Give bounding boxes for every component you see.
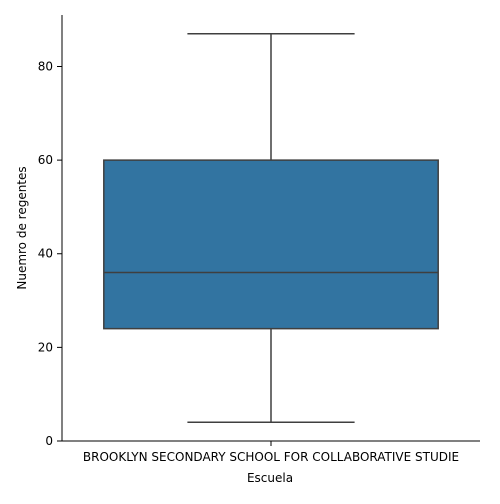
y-tick-label: 80 xyxy=(38,59,53,73)
y-tick-label: 60 xyxy=(38,153,53,167)
x-ticks: BROOKLYN SECONDARY SCHOOL FOR COLLABORAT… xyxy=(83,441,459,464)
y-axis-label: Nuemro de regentes xyxy=(15,166,29,289)
plot-marks xyxy=(103,32,439,424)
y-tick-label: 0 xyxy=(45,434,53,448)
iqr-box xyxy=(103,159,439,330)
x-tick-label: BROOKLYN SECONDARY SCHOOL FOR COLLABORAT… xyxy=(83,450,459,464)
y-tick-label: 40 xyxy=(38,247,53,261)
x-axis-label: Escuela xyxy=(247,471,293,485)
box-group xyxy=(103,32,439,424)
y-tick-label: 20 xyxy=(38,340,53,354)
y-ticks: 0 20 40 60 80 xyxy=(38,59,62,448)
